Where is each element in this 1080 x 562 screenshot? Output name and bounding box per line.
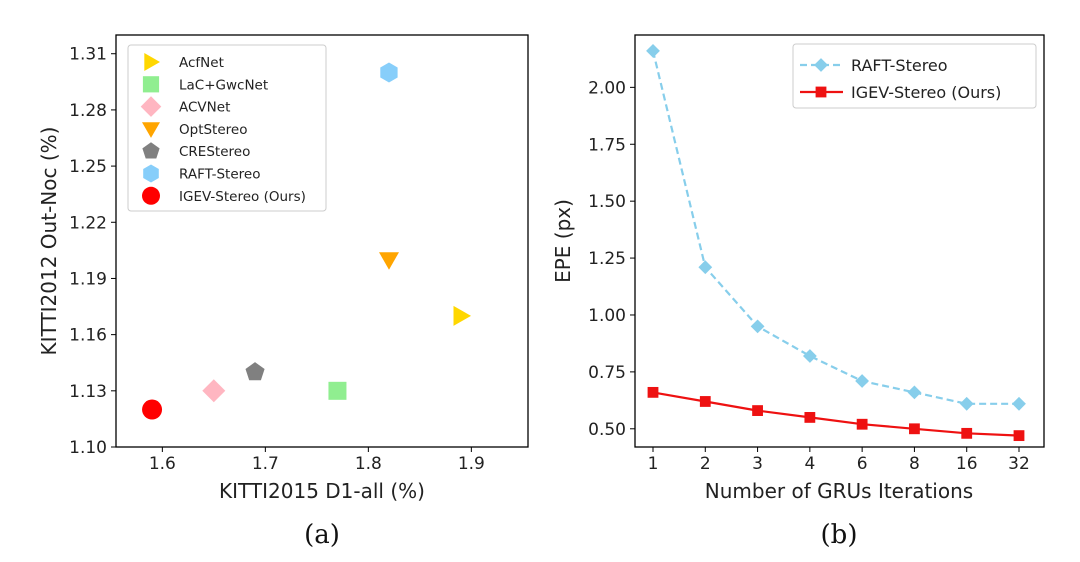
chart-a-xtick: 1.8 <box>355 454 382 474</box>
point-lac-gwcnet <box>328 381 347 400</box>
point-acvnet <box>202 379 226 403</box>
chart-b-series <box>646 44 1026 442</box>
chart-b-tick-marks <box>630 86 1020 452</box>
chart-b-xtick: 32 <box>1008 454 1030 474</box>
chart-a-y-ticks: 1.10 1.13 1.16 1.19 1.22 1.25 1.28 1.31 <box>69 45 107 458</box>
chart-a-y-axis-label: KITTI2012 Out-Noc (%) <box>37 127 61 356</box>
chart-b-ytick: 1.50 <box>588 192 626 212</box>
legend-marker-acvnet <box>140 96 162 117</box>
point-igev-stereo-ours <box>909 423 920 435</box>
legend-marker-igev-stereo-ours-b <box>815 86 827 98</box>
legend-label-acvnet: ACVNet <box>179 100 230 116</box>
legend-label-igev-stereo: IGEV-Stereo (Ours) <box>179 189 306 205</box>
legend-label-igev-stereo-b: IGEV-Stereo (Ours) <box>851 83 1001 102</box>
chart-a-legend: AcfNet LaC+GwcNet ACVNet OptStereo CRESt… <box>179 55 306 205</box>
legend-marker-optstereo <box>142 122 160 138</box>
chart-b-xtick: 3 <box>752 454 763 474</box>
legend-marker-raft-stereo <box>143 164 159 183</box>
chart-b-ytick: 1.00 <box>588 306 626 326</box>
chart-a-xtick: 1.6 <box>149 454 176 474</box>
point-igev-stereo-ours <box>961 427 973 439</box>
chart-b-xtick: 8 <box>909 454 920 474</box>
chart-a-xtick: 1.9 <box>458 454 485 474</box>
chart-a-ytick: 1.10 <box>69 438 107 458</box>
point-raft-stereo <box>646 44 660 58</box>
chart-b-frame <box>634 34 1045 448</box>
chart-b-xtick: 2 <box>700 454 711 474</box>
point-optstereo <box>379 252 399 270</box>
point-raft-stereo <box>803 349 817 363</box>
chart-a-tick-marks <box>111 53 472 452</box>
chart-a-ytick: 1.19 <box>69 269 107 289</box>
point-igev-stereo-ours <box>752 405 763 416</box>
legend-marker-lac-gwcnet <box>142 76 160 93</box>
legend-marker-crestereo <box>142 142 160 159</box>
point-igev-stereo-ours <box>647 386 659 398</box>
chart-a-x-ticks: 1.6 1.7 1.8 1.9 <box>149 454 485 474</box>
chart-a-ytick: 1.28 <box>69 101 107 121</box>
chart-a-ytick: 1.31 <box>69 45 107 65</box>
chart-b: 1 2 3 4 6 8 16 32 0.50 0.75 1.00 1.25 1.… <box>551 34 1045 550</box>
chart-a-caption: (a) <box>304 520 340 550</box>
point-crestereo <box>245 362 265 381</box>
legend-label-raft-stereo: RAFT-Stereo <box>179 167 260 183</box>
chart-a: 1.6 1.7 1.8 1.9 1.10 1.13 1.16 1.19 1.22… <box>37 34 529 550</box>
legend-marker-raft-stereo-b <box>814 58 828 72</box>
chart-b-legend-markers <box>800 58 843 98</box>
chart-b-legend: RAFT-Stereo IGEV-Stereo (Ours) <box>851 56 1001 102</box>
chart-b-x-axis-label: Number of GRUs Iterations <box>705 479 973 503</box>
chart-b-ytick: 1.25 <box>588 249 626 269</box>
chart-a-legend-markers <box>140 53 162 205</box>
chart-b-ytick: 1.75 <box>588 135 626 155</box>
chart-b-ytick: 2.00 <box>588 78 626 98</box>
point-igev-stereo-ours <box>856 418 868 430</box>
point-igev-stereo-ours <box>804 412 816 423</box>
chart-b-legend-box <box>792 43 1037 109</box>
chart-b-xtick: 1 <box>648 454 659 474</box>
chart-b-ytick: 0.75 <box>588 363 626 383</box>
chart-a-ytick: 1.22 <box>69 213 107 233</box>
point-igev-stereo-ours <box>699 396 711 407</box>
chart-a-ytick: 1.16 <box>69 326 107 346</box>
point-raft-stereo <box>750 319 765 334</box>
point-acfnet <box>453 305 471 326</box>
legend-label-lac-gwcnet: LaC+GwcNet <box>179 77 268 93</box>
chart-a-frame <box>115 34 529 448</box>
chart-a-ytick: 1.25 <box>69 157 107 177</box>
chart-b-xtick: 4 <box>804 454 815 474</box>
legend-label-optstereo: OptStereo <box>179 122 247 138</box>
point-raft-stereo <box>855 374 869 388</box>
legend-label-crestereo: CREStereo <box>179 144 250 160</box>
chart-b-x-ticks: 1 2 3 4 6 8 16 32 <box>648 454 1030 474</box>
point-raft-stereo <box>1012 396 1026 411</box>
chart-b-ytick: 0.50 <box>588 420 626 440</box>
point-raft-stereo <box>380 62 398 83</box>
chart-b-y-ticks: 0.50 0.75 1.00 1.25 1.50 1.75 2.00 <box>588 78 626 439</box>
chart-a-xtick: 1.7 <box>252 454 279 474</box>
line-raft-stereo <box>651 50 1019 405</box>
point-raft-stereo <box>959 396 974 411</box>
point-raft-stereo <box>698 260 713 275</box>
chart-b-y-axis-label: EPE (px) <box>551 199 575 283</box>
chart-a-legend-box <box>127 44 327 212</box>
chart-a-ytick: 1.13 <box>69 382 107 402</box>
point-igev-stereo-ours <box>1013 430 1025 442</box>
chart-b-xtick: 16 <box>956 454 978 474</box>
legend-marker-acfnet <box>144 53 160 71</box>
chart-a-x-axis-label: KITTI2015 D1-all (%) <box>219 479 425 503</box>
legend-label-acfnet: AcfNet <box>179 55 224 71</box>
chart-b-caption: (b) <box>821 520 858 550</box>
legend-label-raft-stereo-b: RAFT-Stereo <box>851 56 948 75</box>
legend-marker-igev-stereo-ours <box>142 186 160 205</box>
chart-b-xtick: 6 <box>857 454 868 474</box>
line-igev-stereo-ours <box>652 391 1020 437</box>
point-igev-stereo-ours <box>142 399 163 420</box>
chart-a-points <box>142 62 471 420</box>
point-raft-stereo <box>907 385 922 400</box>
